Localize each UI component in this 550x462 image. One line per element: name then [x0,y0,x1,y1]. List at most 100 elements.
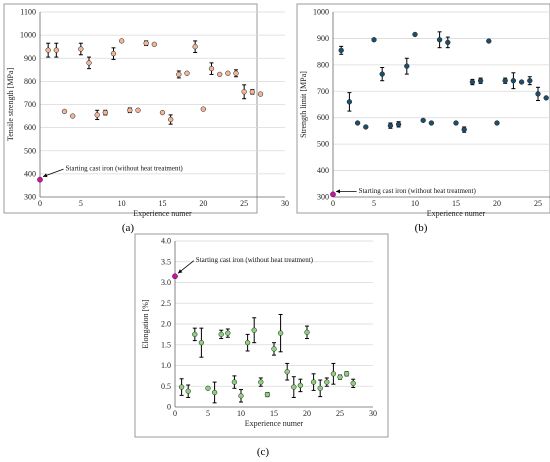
data-point [249,89,255,95]
y-tick-label: 500 [317,140,329,149]
data-point [371,37,377,43]
x-axis-title: Experience numer [245,419,304,428]
data-point [502,78,508,84]
y-tick-label: 2.0 [161,320,171,329]
data-point [233,70,239,76]
y-tick-label: 0.5 [161,382,171,391]
x-axis-title: Experience numer [133,209,192,218]
data-point [61,108,68,115]
data-point [168,116,174,123]
y-tick-label: 4.0 [161,237,171,246]
y-tick-label: 1000 [313,8,329,17]
chart-elongation: 0 0.5 1.0 1.5 2.0 2.5 3.0 3.5 4.0 0 5 10 15 20 25 30 Exp… [134,233,389,438]
data-point [151,41,157,48]
y-tick-label: 3.0 [161,278,171,287]
x-tick-label: 0 [38,199,42,208]
data-point [225,330,231,336]
data-point [205,385,211,391]
x-tick-label: 25 [240,199,248,208]
y-tick-label: 800 [24,77,36,86]
x-tick-label: 25 [336,409,344,418]
data-point [510,78,517,84]
y-tick-label: 3.5 [161,257,171,266]
chart-strength-limit: 3004005006007008009001000051015202530Exp… [296,3,550,218]
data-point [78,46,84,52]
y-axis-title: Strength limit [MPa] [299,71,308,138]
y-tick-label: 400 [317,166,329,175]
data-point [86,60,92,66]
data-point [379,71,385,77]
data-point [337,374,343,380]
data-point [208,66,215,72]
data-point [420,117,426,124]
data-point [304,329,310,335]
data-point [412,31,418,38]
data-point [217,71,223,78]
data-point [284,369,290,375]
x-tick-label: 0 [173,409,177,418]
data-point [494,120,500,126]
data-point [461,126,467,133]
y-tick-label: 900 [24,54,36,63]
x-tick-label: 10 [411,199,419,208]
panel-label-b: (b) [415,222,428,234]
data-point [185,388,191,394]
data-point [231,379,238,385]
data-point [45,47,51,53]
y-tick-label: 600 [24,123,36,132]
y-tick-label: 600 [317,113,329,122]
y-tick-label: 700 [24,100,36,109]
data-point [241,89,247,95]
annotation-text: Starting cast iron (without heat treatme… [359,187,477,195]
data-point [178,384,185,390]
data-point [271,346,277,352]
annotation-text: Starting cast iron (without heat treatme… [66,165,184,173]
data-point [192,44,198,50]
data-point [395,121,402,127]
data-point [218,331,224,338]
x-tick-label: 20 [493,199,501,208]
y-axis-title: Tensile strength [MPa] [6,68,15,142]
chart-frame [296,3,550,214]
data-point [543,95,549,101]
data-point [110,50,117,57]
data-point [518,79,525,85]
data-point [257,91,264,97]
data-point [310,379,317,385]
x-tick-label: 10 [237,409,245,418]
x-tick-label: 0 [331,199,335,208]
y-tick-label: 900 [317,34,329,43]
y-tick-label: 400 [24,169,36,178]
y-tick-label: 0 [167,403,171,412]
y-tick-label: 300 [24,193,36,202]
data-point [277,330,284,336]
data-point [387,122,394,129]
data-point [119,38,125,44]
x-tick-label: 10 [118,199,126,208]
data-point [297,382,304,389]
data-point [198,340,205,346]
data-point [53,47,59,53]
x-tick-label: 15 [159,199,167,208]
y-tick-label: 2.5 [161,299,171,308]
data-point [346,99,353,105]
chart-frame [134,233,389,438]
data-point [291,384,297,390]
data-point [70,113,76,119]
starting-point [330,191,336,198]
y-axis-title: Elongation [%] [141,299,150,348]
x-axis-title: Experience numer [427,209,486,218]
data-point [251,327,257,333]
data-point [176,71,182,78]
data-point [469,79,476,85]
data-point [354,120,361,126]
data-point [477,78,484,84]
data-point [428,120,435,126]
x-tick-label: 20 [199,199,207,208]
data-point [453,120,459,126]
data-point [350,380,356,386]
annotation-text: Starting cast iron (without heat treatme… [196,256,314,264]
data-point [535,91,541,97]
data-point [436,37,443,43]
